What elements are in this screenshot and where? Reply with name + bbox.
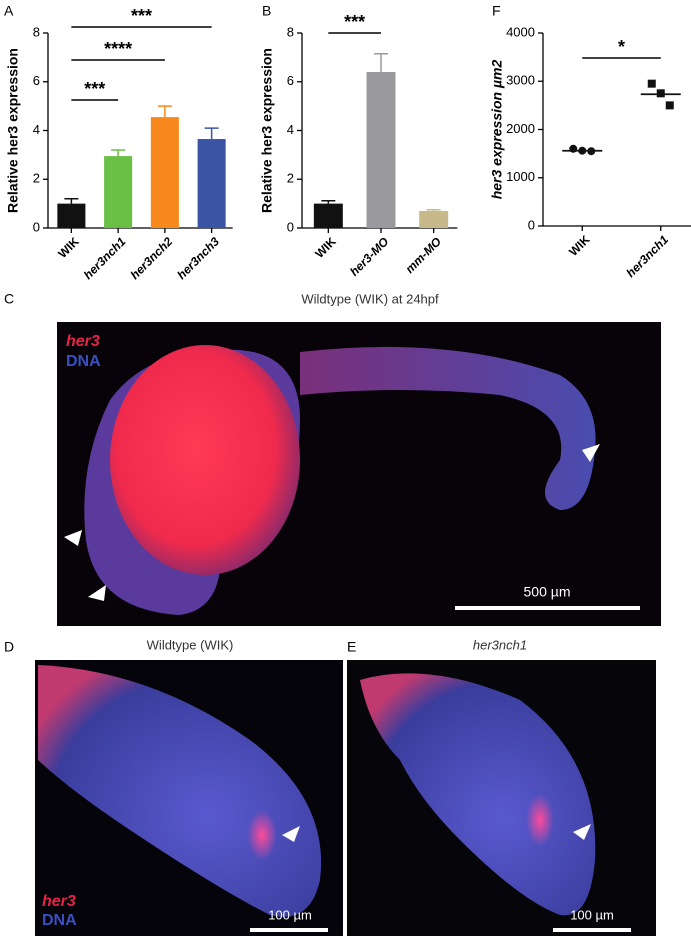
y-tick-label: 2 — [287, 171, 294, 186]
bar — [197, 139, 226, 228]
error-bar — [64, 198, 79, 204]
point — [656, 89, 665, 98]
x-tick-label: mm-MO — [403, 234, 445, 276]
y-tick-label: 8 — [33, 24, 40, 39]
y-tick-label: 6 — [287, 73, 294, 88]
bar — [57, 203, 86, 228]
error-bar — [321, 199, 336, 204]
y-tick-label: 6 — [33, 73, 40, 88]
legend-dna: DNA — [42, 912, 77, 929]
legend-her3: her3 — [42, 893, 76, 910]
y-tick-label: 4000 — [506, 24, 535, 39]
y-tick-label: 8 — [287, 24, 294, 39]
error-bar — [374, 52, 388, 72]
panel-label: B — [262, 3, 271, 19]
error-bar — [111, 149, 126, 157]
x-tick-label: her3nch1 — [81, 234, 129, 282]
image-d: her3 DNA 100 µm — [35, 660, 343, 936]
x-tick-label: her3nch2 — [128, 234, 176, 282]
legend-dna: DNA — [66, 353, 101, 370]
scale-label: 500 µm — [524, 584, 571, 600]
error-bar — [426, 208, 441, 211]
y-tick-label: 3000 — [506, 73, 535, 88]
significance-label: *** — [344, 12, 365, 32]
y-tick-label: 1000 — [506, 169, 535, 184]
scale-label: 100 µm — [570, 907, 614, 922]
y-tick-label: 0 — [528, 217, 535, 232]
bar — [104, 156, 133, 228]
error-bar — [157, 105, 172, 118]
image-title: Wildtype (WIK) at 24hpf — [301, 291, 439, 306]
y-tick-label: 2000 — [506, 121, 535, 136]
chart: 0 2 4 6 8 Relative her3 expression WIK her3nch1… — [5, 6, 233, 282]
bar — [150, 117, 179, 228]
chart: 0 1000 2000 3000 4000 her3 expression µm2 WIK h… — [489, 24, 691, 280]
x-tick-label: WIK — [312, 234, 339, 261]
scale-label: 100 µm — [268, 907, 312, 922]
x-tick-label: WIK — [566, 232, 593, 259]
y-tick-label: 2 — [33, 171, 40, 186]
significance-label: *** — [84, 79, 105, 99]
panel-label: E — [347, 639, 356, 655]
image-title: her3nch1 — [473, 637, 527, 652]
bar — [313, 203, 343, 228]
point — [647, 79, 656, 88]
y-axis-label: Relative her3 expression — [259, 48, 275, 213]
y-axis-label: her3 expression µm2 — [489, 59, 505, 199]
y-tick-label: 4 — [33, 122, 40, 137]
point — [665, 101, 674, 110]
significance-label: **** — [104, 39, 132, 59]
y-tick-label: 4 — [287, 122, 294, 137]
y-tick-label: 0 — [287, 219, 294, 234]
x-tick-label: her3nch1 — [623, 232, 671, 280]
panel-label: D — [4, 639, 14, 655]
panel-label: A — [4, 3, 14, 19]
panel-label: F — [492, 3, 501, 19]
error-bar — [204, 127, 219, 140]
chart: 0 2 4 6 8 Relative her3 expression WIK her3-MO m… — [259, 12, 458, 279]
x-tick-label: her3-MO — [347, 234, 392, 279]
y-axis-label: Relative her3 expression — [5, 48, 21, 213]
y-tick-label: 0 — [33, 219, 40, 234]
bar — [366, 72, 396, 228]
x-tick-label: WIK — [55, 234, 82, 261]
image-title: Wildtype (WIK) — [147, 637, 234, 652]
image-e: 100 µm — [347, 660, 656, 936]
legend-her3: her3 — [66, 333, 100, 350]
panel-label: C — [4, 291, 14, 307]
significance-label: * — [618, 37, 625, 57]
panel-labels: A B C D E F — [4, 3, 501, 655]
x-tick-label: her3nch3 — [174, 234, 222, 282]
bar — [419, 210, 449, 228]
image-c: her3 DNA 500 µm — [57, 322, 661, 626]
significance-label: *** — [131, 6, 152, 26]
